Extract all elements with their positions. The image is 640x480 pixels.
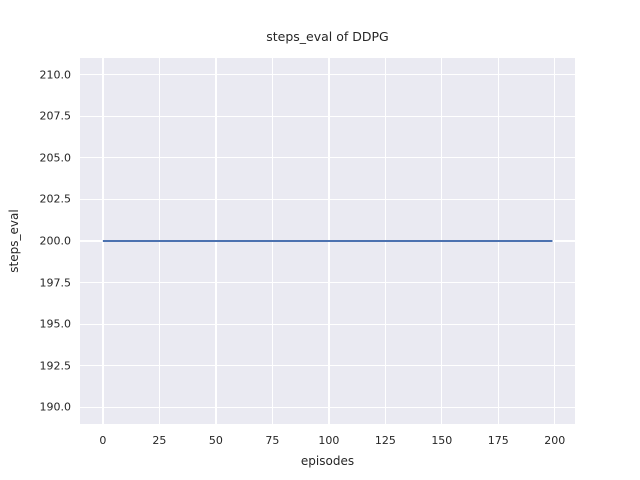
y-gridline [80, 365, 575, 367]
x-tick-label: 125 [374, 434, 396, 447]
y-gridline [80, 323, 575, 325]
data-line-layer [102, 240, 553, 242]
y-tick-label: 192.5 [39, 359, 72, 373]
x-axis-label: episodes [300, 454, 355, 468]
chart-title: steps_eval of DDPG [266, 29, 389, 44]
y-tick-label: 207.5 [39, 109, 72, 123]
plot-area [80, 58, 575, 424]
y-gridline [80, 198, 575, 201]
y-tick-label: 205.0 [39, 151, 72, 165]
y-tick-label: 202.5 [39, 192, 72, 206]
x-tick-label: 0 [99, 434, 107, 447]
y-tick-label: 197.5 [39, 276, 72, 290]
y-gridline [80, 73, 575, 76]
x-tick-label: 25 [152, 434, 167, 447]
x-tick-label: 75 [265, 434, 280, 447]
x-tick-label: 200 [544, 434, 566, 447]
y-tick-label: 200.0 [39, 234, 72, 248]
y-gridline [80, 115, 575, 117]
y-tick-label: 195.0 [39, 317, 72, 331]
y-gridline [80, 157, 575, 159]
y-axis-label: steps_eval [7, 209, 21, 273]
x-tick-label: 50 [208, 434, 223, 447]
x-tick-label: 100 [318, 434, 340, 447]
x-tick-label: 175 [487, 434, 509, 447]
y-tick-label: 210.0 [39, 68, 72, 82]
x-tick-label: 150 [431, 434, 453, 447]
y-gridline [80, 281, 575, 284]
y-tick-label: 190.0 [39, 400, 72, 414]
y-gridline [80, 406, 575, 408]
